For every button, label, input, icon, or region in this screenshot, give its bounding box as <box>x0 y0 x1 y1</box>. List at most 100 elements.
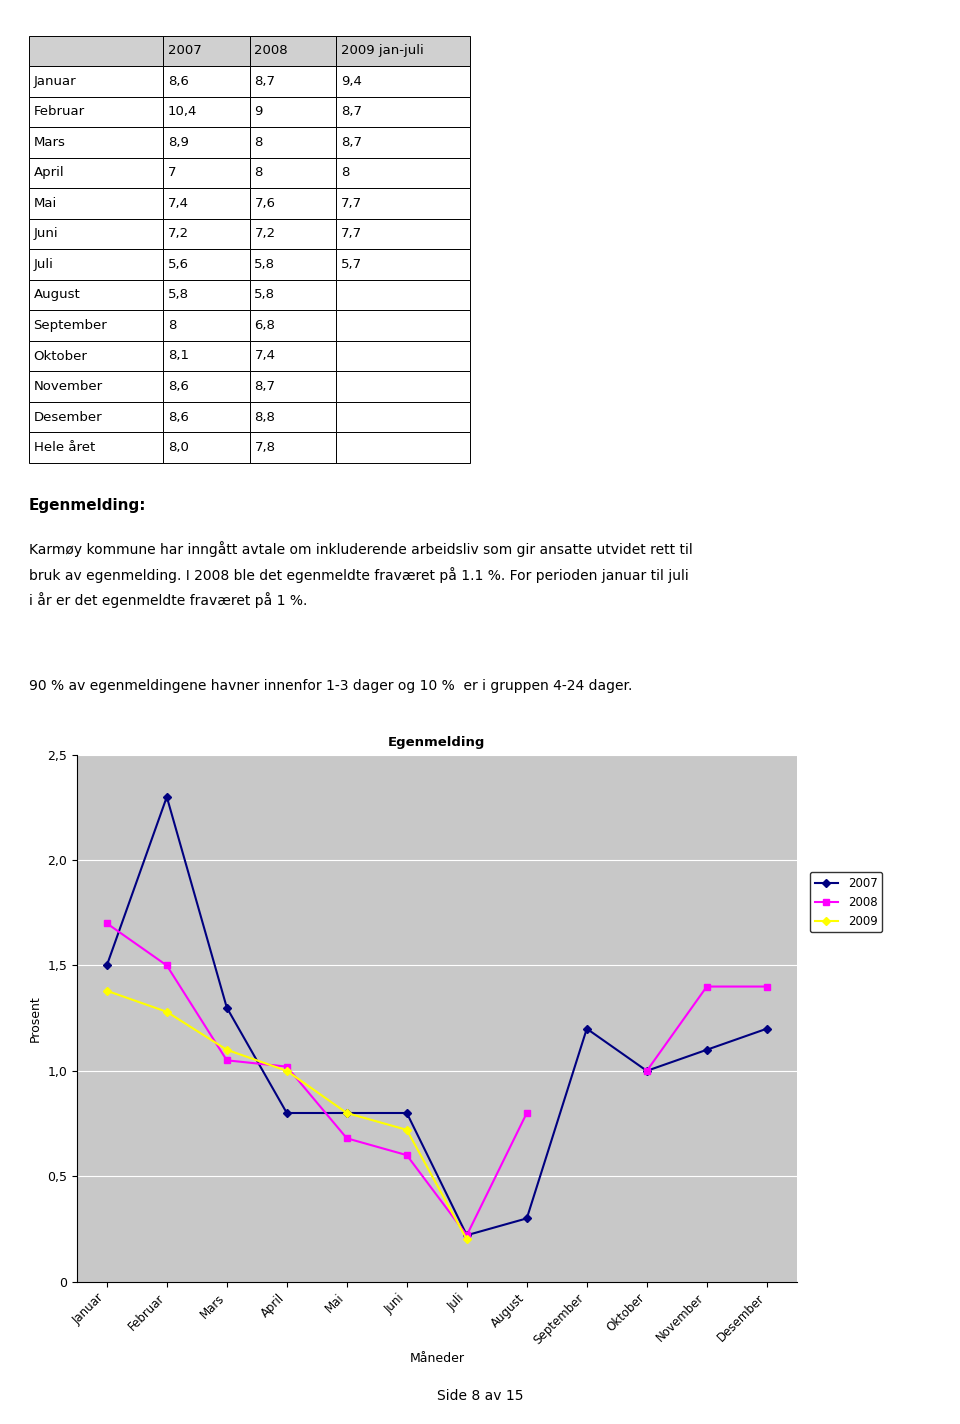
Bar <box>29 97 163 127</box>
Text: Desember: Desember <box>34 410 102 423</box>
Bar <box>29 279 163 310</box>
Text: 5,8: 5,8 <box>168 289 189 302</box>
Text: 7: 7 <box>168 167 177 179</box>
Bar <box>163 433 250 463</box>
Text: 8: 8 <box>254 167 263 179</box>
Bar <box>250 158 336 188</box>
Bar <box>163 66 250 97</box>
Bar <box>29 158 163 188</box>
Text: Side 8 av 15: Side 8 av 15 <box>437 1388 523 1403</box>
Text: 8,6: 8,6 <box>168 380 189 393</box>
Bar <box>336 340 470 372</box>
Text: 8,6: 8,6 <box>168 75 189 88</box>
Bar <box>163 340 250 372</box>
Bar <box>336 66 470 97</box>
Text: 7,8: 7,8 <box>254 441 276 454</box>
Bar <box>163 127 250 158</box>
Bar <box>163 402 250 433</box>
Text: Februar: Februar <box>34 105 84 118</box>
Text: 10,4: 10,4 <box>168 105 198 118</box>
Text: 5,8: 5,8 <box>254 289 276 302</box>
Bar <box>250 66 336 97</box>
Bar <box>336 310 470 340</box>
Bar <box>29 188 163 219</box>
Text: Mai: Mai <box>34 197 57 209</box>
Bar <box>250 36 336 66</box>
Bar <box>163 188 250 219</box>
Text: 8,7: 8,7 <box>341 135 362 150</box>
Text: 2008: 2008 <box>254 44 288 57</box>
Bar <box>250 249 336 279</box>
Bar <box>336 188 470 219</box>
Bar <box>250 188 336 219</box>
Bar <box>163 219 250 249</box>
Bar <box>29 66 163 97</box>
Bar <box>336 127 470 158</box>
Text: 7,6: 7,6 <box>254 197 276 209</box>
Text: Mars: Mars <box>34 135 65 150</box>
Bar <box>250 340 336 372</box>
Bar <box>336 97 470 127</box>
Text: Juli: Juli <box>34 258 54 271</box>
Bar <box>163 279 250 310</box>
Text: 5,7: 5,7 <box>341 258 362 271</box>
Text: 7,7: 7,7 <box>341 228 362 241</box>
Text: 9: 9 <box>254 105 263 118</box>
Text: 8,6: 8,6 <box>168 410 189 423</box>
Text: Oktober: Oktober <box>34 349 87 363</box>
Text: i år er det egenmeldte fraværet på 1 %.: i år er det egenmeldte fraværet på 1 %. <box>29 592 307 608</box>
Bar <box>29 340 163 372</box>
Text: 2009 jan-juli: 2009 jan-juli <box>341 44 423 57</box>
Text: 6,8: 6,8 <box>254 319 276 332</box>
Bar <box>250 97 336 127</box>
Title: Egenmelding: Egenmelding <box>388 736 486 749</box>
Text: August: August <box>34 289 81 302</box>
Y-axis label: Prosent: Prosent <box>29 995 41 1041</box>
Bar <box>250 219 336 249</box>
Text: Juni: Juni <box>34 228 59 241</box>
Bar <box>29 433 163 463</box>
Bar <box>29 372 163 402</box>
Bar <box>336 433 470 463</box>
Legend: 2007, 2008, 2009: 2007, 2008, 2009 <box>810 871 882 933</box>
Bar <box>336 36 470 66</box>
Bar <box>29 127 163 158</box>
Text: 7,4: 7,4 <box>254 349 276 363</box>
Bar <box>163 36 250 66</box>
Text: 8: 8 <box>254 135 263 150</box>
Bar <box>163 372 250 402</box>
Bar <box>250 279 336 310</box>
Bar <box>336 372 470 402</box>
Bar <box>163 158 250 188</box>
Text: Hele året: Hele året <box>34 441 95 454</box>
Bar <box>29 402 163 433</box>
Text: 5,8: 5,8 <box>254 258 276 271</box>
Bar <box>336 219 470 249</box>
Text: Januar: Januar <box>34 75 76 88</box>
Bar <box>336 249 470 279</box>
Text: 9,4: 9,4 <box>341 75 362 88</box>
Bar <box>250 372 336 402</box>
Bar <box>336 158 470 188</box>
Bar <box>250 310 336 340</box>
Bar <box>29 219 163 249</box>
Text: 7,7: 7,7 <box>341 197 362 209</box>
Bar <box>336 279 470 310</box>
Text: 8: 8 <box>341 167 349 179</box>
Text: 7,4: 7,4 <box>168 197 189 209</box>
Bar <box>250 402 336 433</box>
X-axis label: Måneder: Måneder <box>409 1353 465 1366</box>
Text: 5,6: 5,6 <box>168 258 189 271</box>
Text: 2007: 2007 <box>168 44 202 57</box>
Bar <box>250 127 336 158</box>
Text: Egenmelding:: Egenmelding: <box>29 498 146 514</box>
Text: 7,2: 7,2 <box>168 228 189 241</box>
Text: 8: 8 <box>168 319 177 332</box>
Text: bruk av egenmelding. I 2008 ble det egenmeldte fraværet på 1.1 %. For perioden j: bruk av egenmelding. I 2008 ble det egen… <box>29 567 688 582</box>
Text: 90 % av egenmeldingene havner innenfor 1-3 dager og 10 %  er i gruppen 4-24 dage: 90 % av egenmeldingene havner innenfor 1… <box>29 679 633 693</box>
Bar <box>29 249 163 279</box>
Bar <box>336 402 470 433</box>
Text: 8,9: 8,9 <box>168 135 189 150</box>
Bar <box>29 310 163 340</box>
Text: 8,7: 8,7 <box>254 380 276 393</box>
